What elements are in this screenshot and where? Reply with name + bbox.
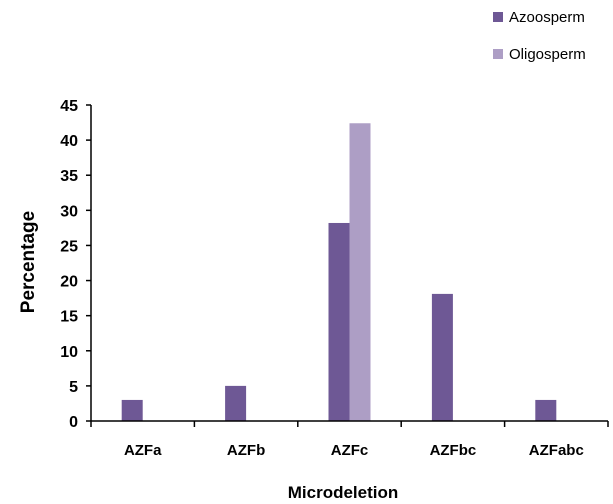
- legend-label: Oligosperm: [509, 46, 586, 63]
- legend-swatch: [493, 12, 503, 22]
- x-tick-label: AZFc: [331, 442, 369, 459]
- x-tick-label: AZFb: [227, 442, 265, 459]
- bar-azoosperm-azfbc: [431, 293, 453, 421]
- y-tick-label: 30: [60, 203, 78, 220]
- x-tick-label: AZFa: [124, 442, 162, 459]
- y-axis-title: Percentage: [18, 211, 39, 313]
- x-axis: AZFa AZFb AZFc AZFbc AZFabc: [90, 420, 609, 459]
- bars: [121, 123, 557, 421]
- bar-oligosperm-azfc: [349, 123, 371, 421]
- y-tick-label: 45: [60, 98, 78, 115]
- legend: Azoosperm Oligosperm: [493, 9, 586, 63]
- x-tick-label: AZFbc: [430, 442, 477, 459]
- legend-label: Azoosperm: [509, 9, 585, 26]
- y-tick-label: 5: [69, 379, 78, 396]
- bar-azoosperm-azfa: [121, 399, 143, 421]
- y-tick-label: 15: [60, 309, 78, 326]
- bar-azoosperm-azfc: [328, 222, 350, 421]
- y-tick-label: 20: [60, 274, 78, 291]
- bar-azoosperm-azfabc: [535, 399, 557, 421]
- x-axis-title: Microdeletion: [288, 483, 399, 502]
- y-axis: 0 5 10 15 20 25 30 35 40 45: [60, 98, 92, 431]
- legend-swatch: [493, 49, 503, 59]
- y-tick-label: 10: [60, 344, 78, 361]
- bar-azoosperm-azfb: [225, 385, 247, 421]
- y-tick-label: 25: [60, 238, 78, 255]
- y-tick-label: 40: [60, 133, 78, 150]
- y-tick-label: 35: [60, 168, 78, 185]
- x-tick-label: AZFabc: [529, 442, 584, 459]
- y-tick-label: 0: [69, 414, 78, 431]
